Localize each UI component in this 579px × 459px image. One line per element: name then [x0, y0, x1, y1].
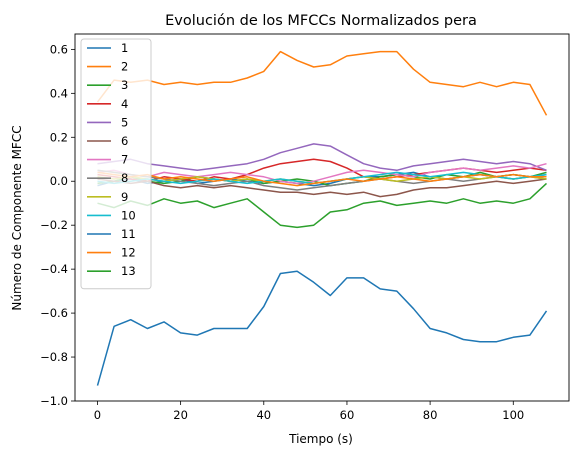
series-line-13 — [97, 182, 548, 229]
series-line-7 — [97, 162, 547, 185]
chart-title: Evolución de los MFCCs Normalizados pera — [165, 13, 477, 29]
x-axis-label: Tiempo (s) — [288, 432, 353, 446]
x-tick-label: 60 — [340, 408, 355, 422]
y-tick-label: −0.2 — [40, 218, 68, 232]
legend-label-12: 12 — [121, 246, 136, 260]
y-tick-label: −0.6 — [40, 306, 68, 320]
x-axis: 0 20 40 60 80 100 — [94, 401, 524, 422]
x-tick-label: 0 — [94, 408, 101, 422]
legend-label-8: 8 — [121, 171, 128, 185]
axes-frame — [74, 33, 570, 402]
legend-label-13: 13 — [121, 264, 136, 278]
x-tick-label: 40 — [256, 408, 271, 422]
legend-label-9: 9 — [121, 190, 128, 204]
legend-label-10: 10 — [121, 208, 136, 222]
legend-label-3: 3 — [121, 78, 128, 92]
y-tick-label: −0.8 — [40, 350, 68, 364]
y-tick-label: −1.0 — [40, 394, 68, 408]
y-axis-label: Número de Componente MFCC — [10, 125, 24, 310]
x-tick-label: 80 — [423, 408, 438, 422]
y-tick-label: 0.4 — [50, 86, 68, 100]
series-line-11 — [96, 270, 548, 386]
series-line-6 — [97, 178, 547, 198]
series-line-2 — [96, 50, 548, 116]
series-line-5 — [97, 143, 547, 172]
legend-label-11: 11 — [121, 227, 136, 241]
y-tick-label: −0.4 — [40, 262, 68, 276]
y-axis: −1.0 −0.8 −0.6 −0.4 −0.2 0.0 0.2 0.4 0.6 — [40, 42, 75, 408]
legend-label-1: 1 — [121, 41, 128, 55]
x-tick-label: 20 — [173, 408, 188, 422]
y-tick-label: 0.6 — [50, 42, 68, 56]
legend-label-7: 7 — [121, 153, 128, 167]
y-tick-label: 0.2 — [50, 130, 68, 144]
series-line-12 — [97, 171, 547, 187]
legend-label-4: 4 — [121, 97, 128, 111]
plot-area — [96, 50, 548, 386]
legend-label-6: 6 — [121, 134, 128, 148]
legend-label-5: 5 — [121, 115, 128, 129]
y-tick-label: 0.0 — [50, 174, 68, 188]
legend-label-2: 2 — [121, 60, 128, 74]
legend-box — [80, 38, 152, 290]
x-tick-label: 100 — [502, 408, 524, 422]
